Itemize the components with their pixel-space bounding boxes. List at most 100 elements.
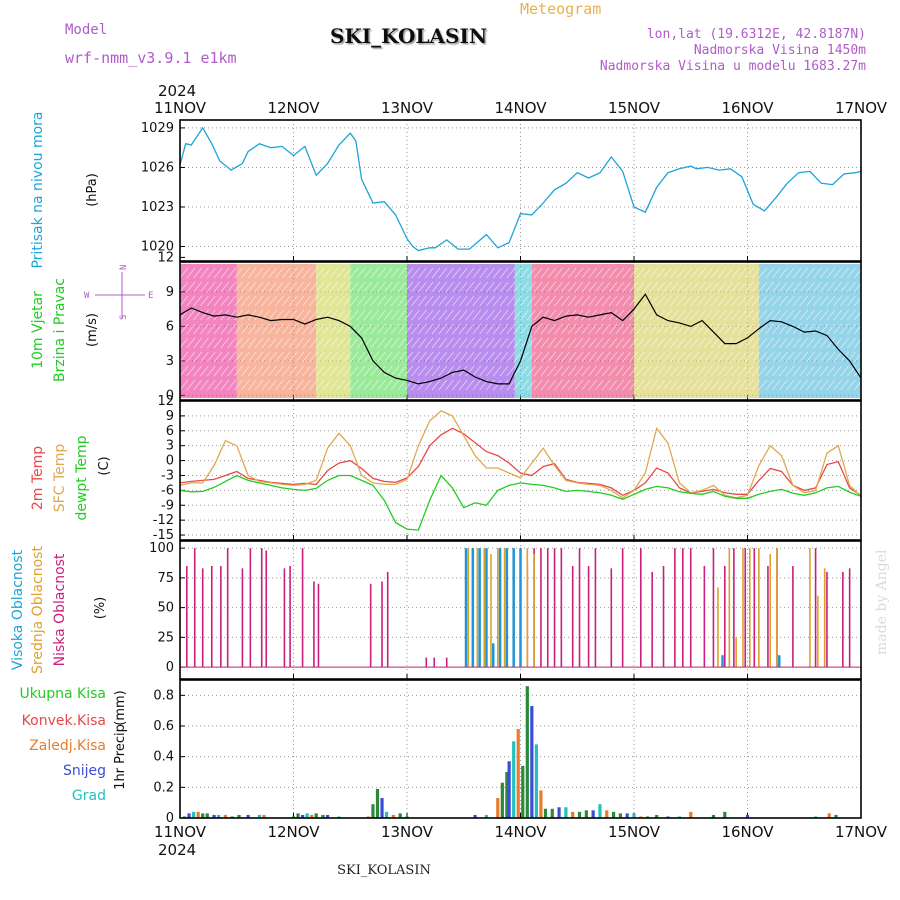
wind-arrow (792, 379, 802, 391)
wind-arrow (799, 267, 809, 279)
wind-arrow (772, 295, 781, 307)
wind-arrow (704, 281, 713, 293)
wind-arrow (663, 337, 672, 349)
wind-arrow (186, 281, 196, 293)
wind-arrow (220, 267, 230, 279)
wind-arrow (697, 379, 706, 391)
precip-bar (196, 811, 200, 818)
wind-arrow (418, 309, 427, 321)
wind-arrow (227, 267, 236, 279)
wind-arrow (390, 351, 400, 363)
y-tick-label: -6 (161, 483, 174, 498)
wind-arrow (472, 379, 482, 391)
wind-arrow (200, 337, 209, 349)
wind-arrow (724, 309, 734, 321)
wind-arrow (479, 323, 488, 335)
wind-arrow (629, 323, 638, 335)
wind-arrow (615, 337, 625, 349)
wind-arrow (220, 323, 230, 335)
wind-arrow (690, 351, 700, 363)
wind-arrow (240, 379, 250, 391)
wind-arrow (479, 267, 488, 279)
wind-arrow (785, 281, 795, 293)
panel-frame (179, 400, 862, 541)
wind-arrow (193, 281, 202, 293)
wind-arrow (540, 267, 550, 279)
wind-arrow (309, 323, 318, 335)
wind-arrow (275, 379, 284, 391)
wind-arrow (254, 323, 264, 335)
wind-arrow (315, 295, 325, 307)
wind-arrow (554, 267, 563, 279)
wind-arrow (738, 281, 747, 293)
wind-arrow (567, 323, 577, 335)
wind-arrow (302, 365, 311, 377)
wind-arrow (506, 337, 516, 349)
wind-arrow (254, 351, 264, 363)
wind-arrow (445, 379, 454, 391)
wind-arrow (649, 351, 659, 363)
wind-arrow (370, 295, 379, 307)
wind-arrow (486, 323, 495, 335)
wind-arrow (315, 337, 325, 349)
precip-bar (655, 814, 659, 818)
wind-arrow (186, 323, 196, 335)
wind-arrow (336, 379, 345, 391)
wind-arrow (179, 281, 189, 293)
wind-arrow (813, 323, 822, 335)
wind-arrow (404, 337, 414, 349)
wind-arrow (663, 295, 672, 307)
wind-arrow (642, 309, 652, 321)
wind-arrow (567, 281, 577, 293)
wind-arrow (363, 351, 373, 363)
wind-arrow (418, 337, 427, 349)
wind-arrow (785, 365, 795, 377)
wind-arrow (792, 295, 802, 307)
wind-arrow (465, 267, 475, 279)
wind-arrow (179, 337, 189, 349)
wind-arrow (765, 337, 774, 349)
wind-arrow (275, 309, 284, 321)
wind-arrow (458, 309, 468, 321)
wind-arrow (506, 323, 516, 335)
wind-arrow (492, 337, 502, 349)
wind-arrow (506, 295, 516, 307)
wind-arrow (322, 379, 332, 391)
wind-arrow (295, 351, 305, 363)
wind-arrow (418, 295, 427, 307)
wind-arrow (806, 365, 815, 377)
wind-arrow (574, 365, 584, 377)
bottom-date-label: 12NOV (267, 823, 320, 841)
wind-arrow (806, 351, 815, 363)
wind-arrow (547, 267, 557, 279)
wind-arrow (336, 281, 345, 293)
wind-arrow (479, 281, 488, 293)
wind-arrow (588, 337, 597, 349)
wind-arrow (506, 379, 516, 391)
wind-arrow (322, 351, 332, 363)
wind-arrow (520, 309, 529, 321)
wind-arrow (819, 323, 829, 335)
y-tick-label: 1020 (141, 240, 174, 255)
y-tick-label: 3 (166, 439, 174, 454)
bottom-date-label: 15NOV (608, 823, 661, 841)
wind-arrow (200, 351, 209, 363)
temp-ylabel-2: SFC Temp (52, 444, 68, 513)
wind-arrow (424, 337, 434, 349)
wind-arrow (492, 365, 502, 377)
wind-arrow (486, 365, 495, 377)
wind-arrow (731, 351, 740, 363)
wind-arrow (377, 351, 386, 363)
wind-arrow (438, 337, 448, 349)
wind-arrow (179, 295, 189, 307)
wind-arrow (472, 309, 482, 321)
wind-arrow (349, 337, 359, 349)
wind-arrow-band (407, 264, 515, 398)
top-date-label: 14NOV (494, 99, 547, 117)
wind-arrow (683, 379, 693, 391)
wind-arrow (622, 281, 631, 293)
wind-arrow (697, 281, 706, 293)
wind-arrow (193, 365, 202, 377)
wind-arrow (608, 295, 618, 307)
